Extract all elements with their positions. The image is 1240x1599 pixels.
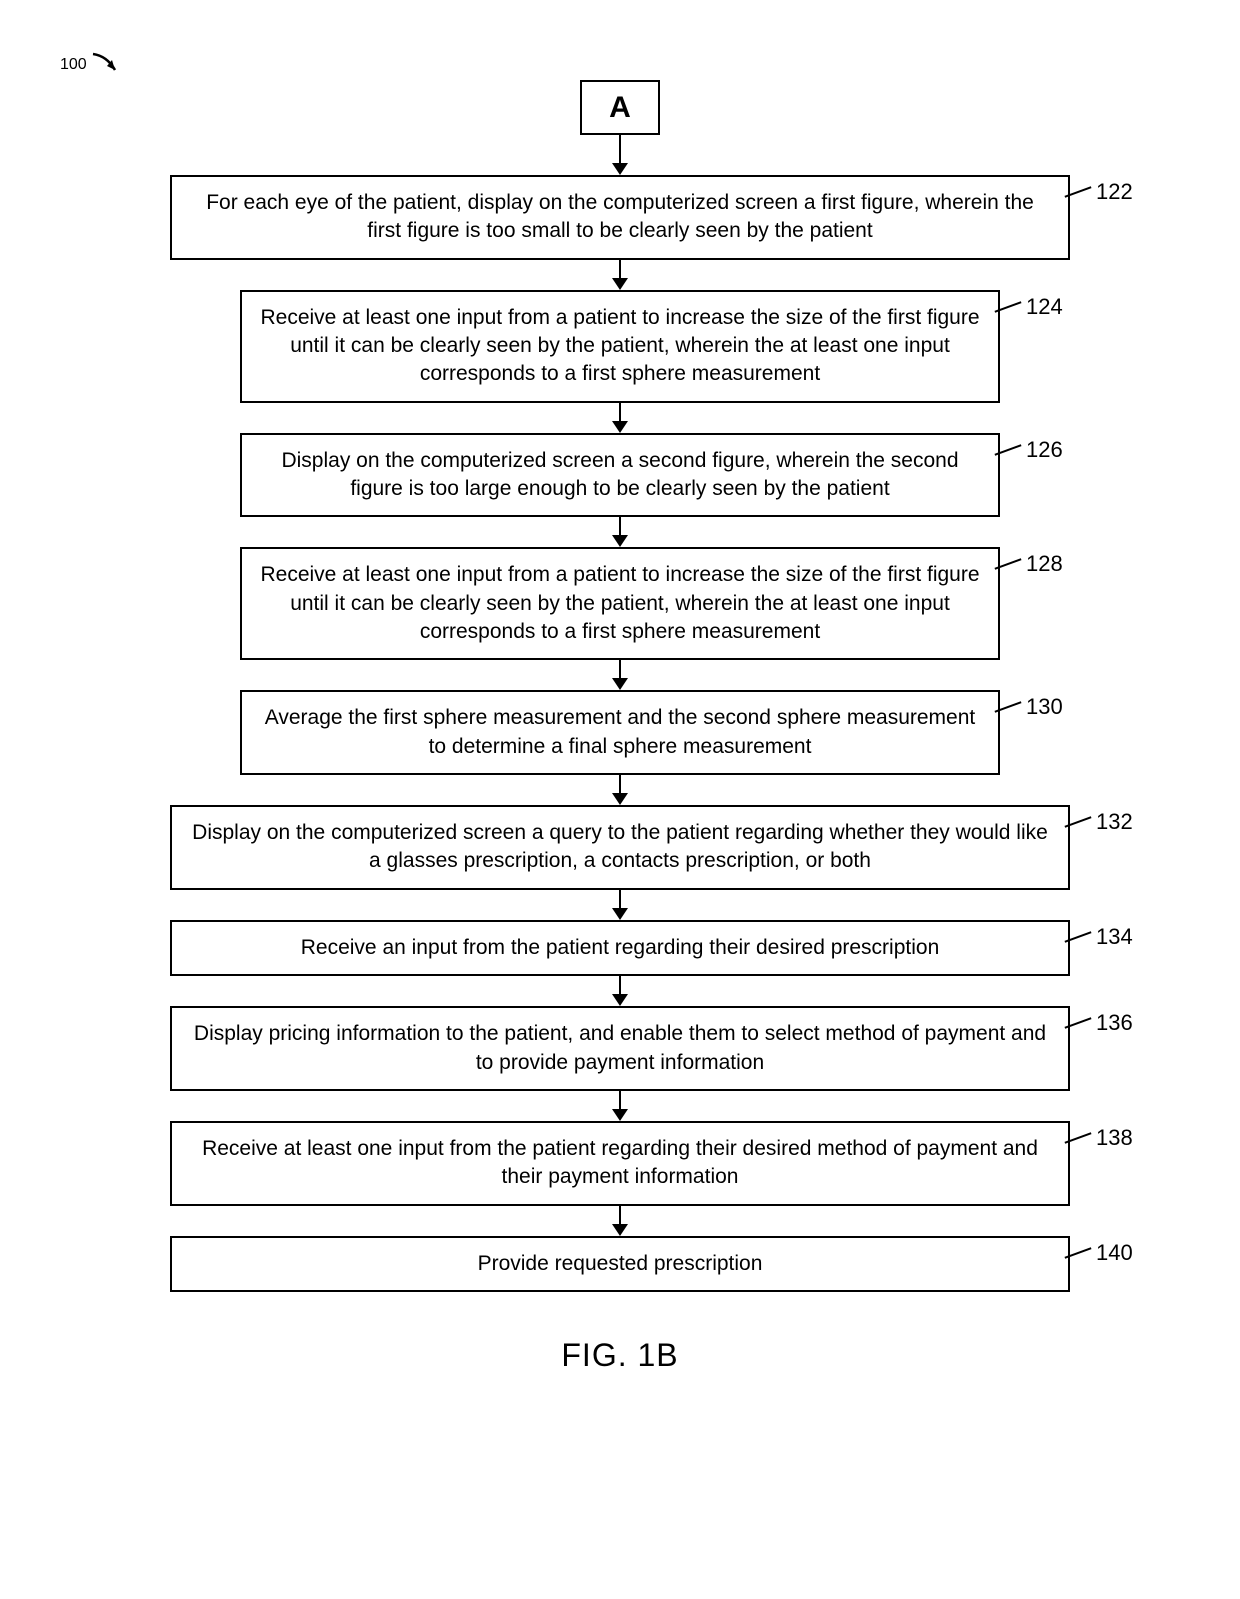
flow-step: Receive at least one input from the pati… — [60, 1121, 1180, 1206]
step-ref-label: 130 — [994, 694, 1063, 720]
connector-label: A — [609, 91, 631, 125]
flow-step: Receive at least one input from a patien… — [60, 290, 1180, 403]
leader-line-icon — [1065, 931, 1092, 942]
leader-line-icon — [1065, 186, 1092, 197]
step-box: Provide requested prescription — [170, 1236, 1070, 1292]
flow-step: Average the first sphere measurement and… — [60, 690, 1180, 775]
overall-ref-text: 100 — [60, 56, 87, 74]
step-ref-label: 128 — [994, 551, 1063, 577]
off-page-connector: A — [580, 80, 660, 135]
leader-line-icon — [995, 559, 1022, 570]
ref-arrow-icon — [91, 50, 125, 80]
step-ref-label: 134 — [1064, 924, 1133, 950]
arrow-down-icon — [612, 1091, 628, 1121]
overall-ref-label: 100 — [60, 50, 1180, 80]
step-box: Receive an input from the patient regard… — [170, 920, 1070, 976]
step-ref-label: 122 — [1064, 179, 1133, 205]
flow-step: Display on the computerized screen a sec… — [60, 433, 1180, 518]
figure-caption: FIG. 1B — [60, 1337, 1180, 1374]
arrow-down-icon — [612, 260, 628, 290]
flow-step: Display pricing information to the patie… — [60, 1006, 1180, 1091]
arrow-down-icon — [612, 890, 628, 920]
arrow-down-icon — [612, 135, 628, 175]
step-box: Receive at least one input from a patien… — [240, 290, 1000, 403]
step-box: Display on the computerized screen a sec… — [240, 433, 1000, 518]
step-box: Receive at least one input from the pati… — [170, 1121, 1070, 1206]
step-ref-text: 132 — [1096, 809, 1133, 835]
step-ref-label: 140 — [1064, 1240, 1133, 1266]
step-box: Receive at least one input from a patien… — [240, 547, 1000, 660]
step-ref-text: 126 — [1026, 437, 1063, 463]
flow-step: Receive an input from the patient regard… — [60, 920, 1180, 976]
arrow-down-icon — [612, 775, 628, 805]
leader-line-icon — [995, 702, 1022, 713]
step-ref-label: 126 — [994, 437, 1063, 463]
arrow-down-icon — [612, 976, 628, 1006]
step-ref-label: 136 — [1064, 1010, 1133, 1036]
step-ref-text: 138 — [1096, 1125, 1133, 1151]
step-box: Display pricing information to the patie… — [170, 1006, 1070, 1091]
leader-line-icon — [1065, 816, 1092, 827]
step-ref-text: 124 — [1026, 294, 1063, 320]
leader-line-icon — [1065, 1017, 1092, 1028]
flow-step: Receive at least one input from a patien… — [60, 547, 1180, 660]
step-ref-text: 130 — [1026, 694, 1063, 720]
leader-line-icon — [995, 444, 1022, 455]
leader-line-icon — [1065, 1132, 1092, 1143]
step-box: Display on the computerized screen a que… — [170, 805, 1070, 890]
step-ref-text: 134 — [1096, 924, 1133, 950]
leader-line-icon — [995, 301, 1022, 312]
step-box: Average the first sphere measurement and… — [240, 690, 1000, 775]
step-ref-label: 138 — [1064, 1125, 1133, 1151]
flow-step: Display on the computerized screen a que… — [60, 805, 1180, 890]
flow-step: Provide requested prescription 140 — [60, 1236, 1180, 1292]
step-ref-text: 128 — [1026, 551, 1063, 577]
step-ref-label: 124 — [994, 294, 1063, 320]
flowchart: A For each eye of the patient, display o… — [60, 80, 1180, 1292]
arrow-down-icon — [612, 660, 628, 690]
leader-line-icon — [1065, 1247, 1092, 1258]
arrow-down-icon — [612, 1206, 628, 1236]
step-box: For each eye of the patient, display on … — [170, 175, 1070, 260]
flow-step: For each eye of the patient, display on … — [60, 175, 1180, 260]
step-ref-text: 122 — [1096, 179, 1133, 205]
step-ref-label: 132 — [1064, 809, 1133, 835]
step-ref-text: 140 — [1096, 1240, 1133, 1266]
arrow-down-icon — [612, 403, 628, 433]
arrow-down-icon — [612, 517, 628, 547]
step-ref-text: 136 — [1096, 1010, 1133, 1036]
